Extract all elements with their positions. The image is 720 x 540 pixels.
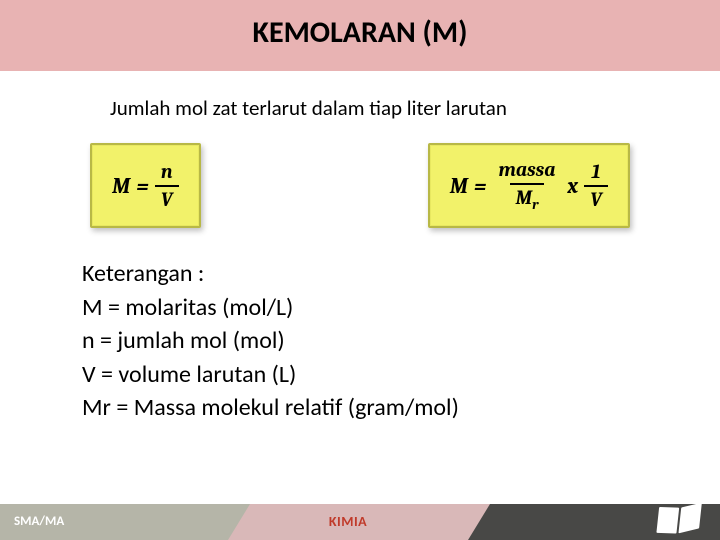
legend-block: Keterangan : M = molaritas (mol/L) n = j…	[82, 258, 720, 424]
formula-box-mass: M = massa Mr x 1 V	[428, 143, 630, 228]
page-title: KEMOLARAN (M)	[0, 14, 720, 51]
fraction: n V	[155, 161, 179, 211]
footer-left-segment: SMA/MA	[0, 504, 228, 540]
footer-mid-label: KIMIA	[228, 513, 468, 530]
definition-text: Jumlah mol zat terlarut dalam tiap liter…	[110, 95, 720, 121]
legend-line: Mr = Massa molekul relatif (gram/mol)	[82, 392, 720, 424]
numerator: massa	[492, 159, 561, 183]
formula-row: M = n V M = massa Mr x 1 V	[0, 143, 720, 228]
numerator: n	[155, 161, 179, 185]
equals-sign: =	[136, 173, 149, 199]
footer-bar: SMA/MA KIMIA	[0, 504, 720, 540]
fraction: 1 V	[584, 161, 608, 211]
formula-lhs: M	[450, 173, 468, 199]
legend-line: V = volume larutan (L)	[82, 359, 720, 391]
equals-sign: =	[474, 173, 487, 199]
multiply-sign: x	[568, 173, 579, 199]
denominator: V	[155, 185, 179, 211]
chevron-divider-icon	[468, 504, 490, 540]
denominator: V	[584, 185, 608, 211]
book-icon	[656, 502, 704, 536]
footer-right-segment	[468, 504, 720, 540]
legend-line: M = molaritas (mol/L)	[82, 292, 720, 324]
footer-left-label: SMA/MA	[14, 514, 64, 529]
formula-box-basic: M = n V	[90, 143, 201, 228]
denominator: Mr	[510, 183, 545, 212]
numerator: 1	[586, 161, 607, 185]
fraction: massa Mr	[492, 159, 561, 212]
formula-lhs: M	[112, 173, 130, 199]
footer-mid-segment: KIMIA	[228, 504, 468, 540]
legend-heading: Keterangan :	[82, 258, 720, 290]
header-band: KEMOLARAN (M)	[0, 0, 720, 71]
legend-line: n = jumlah mol (mol)	[82, 325, 720, 357]
